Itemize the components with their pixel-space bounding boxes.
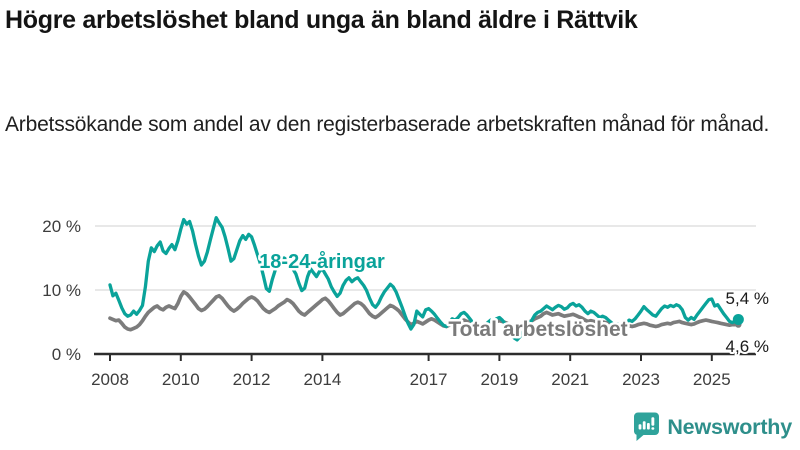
end-value-youth: 5,4 % (726, 289, 769, 308)
chart-subtitle: Arbetssökande som andel av den registerb… (5, 113, 770, 136)
y-tick-label: 10 % (42, 281, 81, 300)
series-label-total: Total arbetslöshet (448, 318, 627, 341)
series-line-total (108, 290, 741, 332)
x-tick-label: 2012 (233, 370, 271, 389)
newsworthy-logo[interactable]: Newsworthy (633, 412, 792, 442)
series-label-youth: 18-24-åringar (259, 250, 385, 273)
page-title: Högre arbetslöshet bland unga än bland ä… (5, 6, 638, 34)
end-dot-youth (732, 313, 744, 325)
series-line-youth (108, 216, 741, 342)
x-tick-label: 2008 (91, 370, 129, 389)
newsworthy-icon (634, 412, 660, 441)
axes: 0 % 10 % 20 % 2008 2010 2012 2014 2017 2019 2021 2… (42, 217, 756, 389)
x-tick-label: 2010 (162, 370, 200, 389)
gridlines (95, 225, 756, 291)
end-value-total: 4,6 % (726, 337, 769, 356)
plot-series (108, 216, 744, 342)
y-tick-label: 20 % (42, 217, 81, 236)
x-tick-label: 2017 (410, 370, 448, 389)
x-tick-label: 2019 (480, 370, 518, 389)
x-tick-label: 2014 (303, 370, 341, 389)
unemployment-line-chart: 0 % 10 % 20 % 2008 2010 2012 2014 2017 2019 2021 2… (42, 216, 771, 389)
newsworthy-wordmark: Newsworthy (667, 414, 792, 439)
x-tick-label: 2025 (693, 370, 731, 389)
x-tick-label: 2021 (551, 370, 589, 389)
x-tick-label: 2023 (622, 370, 660, 389)
y-tick-label: 0 % (52, 345, 81, 364)
